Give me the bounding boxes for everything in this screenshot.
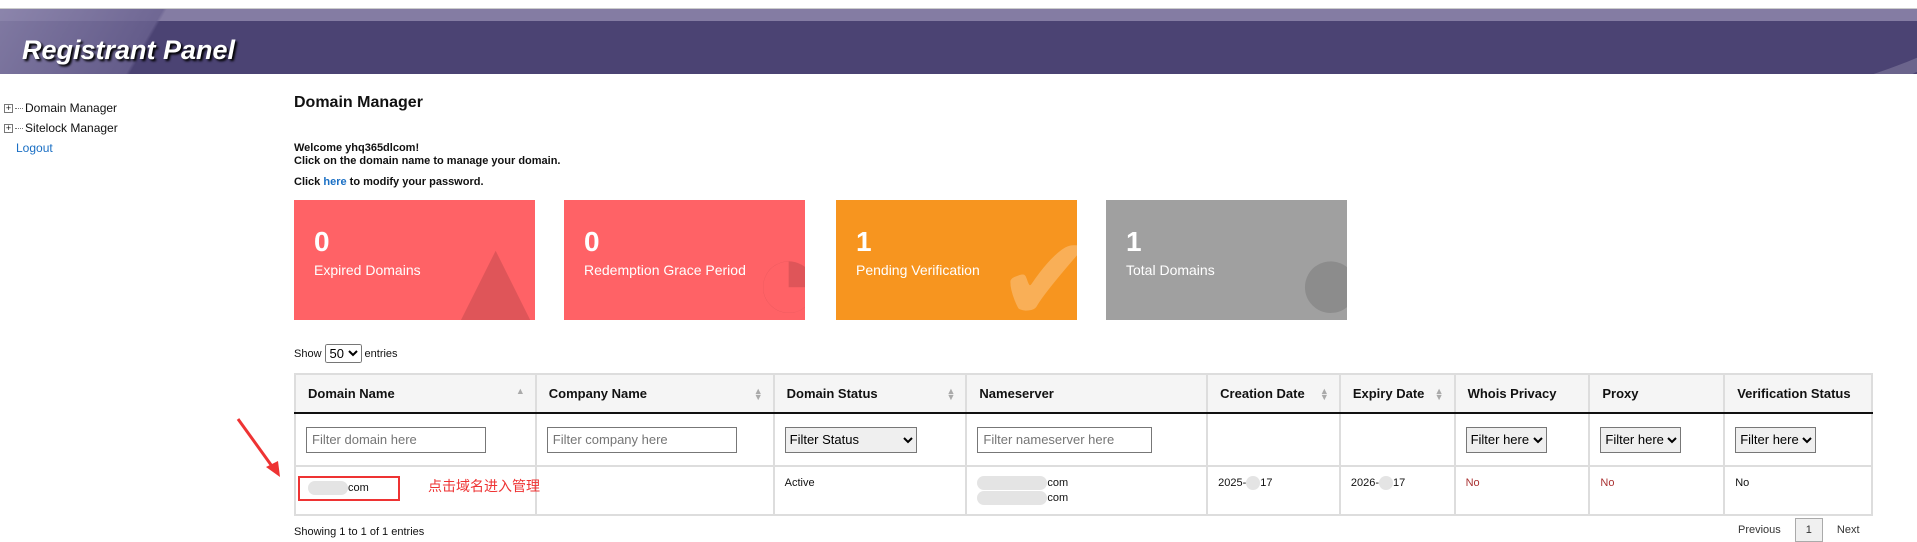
password-text: Click here to modify your password.: [294, 176, 484, 188]
sidebar-item-domain-manager[interactable]: + Domain Manager: [4, 98, 118, 118]
logout-link[interactable]: Logout: [16, 141, 53, 155]
annotation-arrow-icon: [236, 418, 280, 477]
pagination: Previous 1 Next: [1730, 518, 1868, 542]
domain-link[interactable]: com: [298, 476, 401, 501]
app-title: Registrant Panel: [22, 35, 236, 65]
col-whois-privacy: Whois Privacy: [1453, 373, 1591, 414]
page-1-button[interactable]: 1: [1794, 518, 1823, 542]
expiry-date-cell: 2026- 17: [1338, 465, 1456, 516]
sidebar-item-sitelock-manager[interactable]: + Sitelock Manager: [4, 118, 118, 138]
col-proxy: Proxy: [1588, 373, 1726, 414]
whois-cell: No: [1453, 465, 1591, 516]
sort-icon: ▲ ▼: [1319, 386, 1329, 402]
annotation-text: 点击域名进入管理: [428, 478, 540, 494]
total-domains-card[interactable]: 1 Total Domains ●: [1106, 200, 1347, 320]
check-icon: ✔: [996, 213, 1077, 320]
col-domain-name[interactable]: Domain Name ▲: [294, 373, 537, 414]
entries-select[interactable]: 50: [324, 344, 362, 363]
nameserver-cell: com com: [965, 465, 1209, 516]
filter-status-select[interactable]: Filter Status: [784, 426, 917, 453]
company-cell: [534, 465, 775, 516]
page-title: Domain Manager: [294, 94, 423, 111]
pending-verification-card[interactable]: 1 Pending Verification ✔: [836, 200, 1077, 320]
filter-company-input[interactable]: [546, 426, 737, 453]
expired-domains-card[interactable]: 0 Expired Domains ▲: [294, 200, 535, 320]
creation-date-cell: 2025- 17: [1206, 465, 1341, 516]
col-expiry-date[interactable]: Expiry Date ▲ ▼: [1338, 373, 1456, 414]
entries-length: Show 50 entries: [294, 344, 398, 363]
proxy-cell: No: [1588, 465, 1726, 516]
expand-icon[interactable]: +: [4, 102, 13, 113]
previous-button[interactable]: Previous: [1738, 524, 1781, 536]
modify-password-link[interactable]: here: [323, 176, 347, 188]
welcome-text: Welcome yhq365dlcom! Click on the domain …: [294, 142, 561, 167]
header-banner: Registrant Panel: [0, 8, 1917, 74]
sidebar-tree: + Domain Manager + Sitelock Manager Logout: [4, 98, 118, 158]
redemption-card[interactable]: 0 Redemption Grace Period ◔: [564, 200, 805, 320]
filter-whois-select[interactable]: Filter here: [1465, 426, 1547, 453]
sort-icon: ▲ ▼: [1434, 386, 1444, 402]
sidebar-item-label: Domain Manager: [25, 101, 118, 115]
col-creation-date[interactable]: Creation Date ▲ ▼: [1206, 373, 1341, 414]
status-cell: Active: [772, 465, 968, 516]
verification-cell: No: [1723, 465, 1873, 516]
filter-verification-select[interactable]: Filter here: [1735, 426, 1817, 453]
col-nameserver: Nameserver: [965, 373, 1209, 414]
clock-icon: ◔: [752, 213, 805, 320]
col-verification-status: Verification Status: [1723, 373, 1873, 414]
sort-icon: ▲ ▼: [753, 386, 763, 402]
sort-asc-icon: ▲: [515, 386, 525, 396]
next-button[interactable]: Next: [1836, 524, 1860, 536]
globe-icon: ●: [1294, 213, 1347, 320]
domains-table: Domain Name ▲ Company Name ▲ ▼ Domain Statu…: [294, 373, 1873, 516]
sort-icon: ▲ ▼: [946, 386, 956, 402]
col-domain-status[interactable]: Domain Status ▲ ▼: [772, 373, 968, 414]
filter-proxy-select[interactable]: Filter here: [1600, 426, 1682, 453]
expand-icon[interactable]: +: [4, 122, 13, 133]
col-company-name[interactable]: Company Name ▲ ▼: [534, 373, 775, 414]
filter-nameserver-input[interactable]: [977, 426, 1153, 453]
table-row: com Active com com 2025- 17 2026- 17 No No …: [294, 465, 1873, 516]
warning-icon: ▲: [436, 213, 535, 320]
sidebar-item-label: Sitelock Manager: [25, 121, 118, 135]
filter-domain-input[interactable]: [306, 426, 486, 453]
table-info: Showing 1 to 1 of 1 entries: [294, 526, 425, 538]
